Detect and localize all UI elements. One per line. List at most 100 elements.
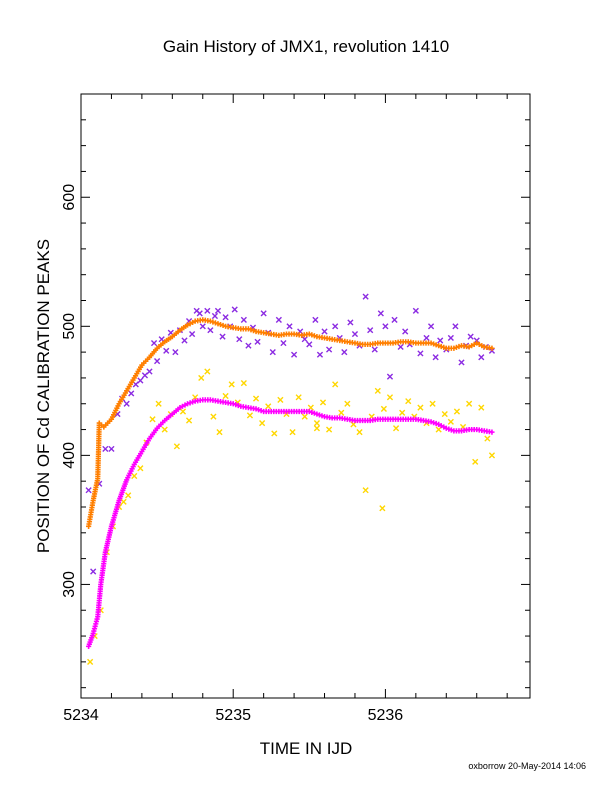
series-2-point-mark — [313, 425, 321, 432]
series-2-point-mark — [252, 395, 260, 402]
series-3-point-fill-mark — [456, 343, 462, 350]
series-3-point-fill-mark — [453, 344, 460, 350]
series-2-point-mark — [240, 379, 247, 387]
series-2-point — [120, 498, 127, 505]
series-2-point-mark — [265, 403, 272, 410]
series-4-point-fill-mark — [255, 407, 262, 413]
series-1-point-mark — [222, 314, 229, 321]
series-1-point-mark — [301, 336, 308, 343]
series-4-point-fill-mark — [258, 408, 264, 414]
series-2-point — [198, 374, 205, 382]
series-3-point-mark — [451, 345, 457, 351]
series-2-point-mark — [210, 413, 217, 420]
y-axis-label: POSITION OF Cd CALIBRATION PEAKS — [34, 239, 53, 553]
x-tick-label: 5235 — [215, 707, 251, 724]
series-1-point — [423, 334, 430, 342]
series-1-point-mark — [154, 358, 161, 365]
series-1-point-mark — [137, 377, 144, 384]
series-3-point-fill-mark — [441, 344, 447, 350]
series-1-point-mark — [367, 327, 374, 334]
series-1-point-mark — [321, 328, 328, 335]
series-2-point-mark — [259, 420, 266, 427]
series-3-point-fill — [250, 328, 257, 334]
series-1-point-mark — [211, 312, 219, 320]
series-4-point-mark — [443, 425, 449, 431]
series-1-point-mark — [108, 445, 115, 453]
series-2-point-mark — [87, 658, 94, 665]
series-2-point — [179, 408, 187, 415]
series-1-point — [382, 323, 389, 330]
series-1-point-mark — [207, 327, 214, 334]
series-1-point-mark — [386, 373, 394, 380]
series-1-point-mark — [341, 349, 348, 356]
series-2-point — [484, 435, 491, 442]
series-2-point — [161, 426, 168, 433]
series-2-point — [447, 418, 454, 425]
series-1-point-mark — [275, 316, 282, 323]
series-1-point-mark — [172, 349, 179, 356]
series-2-point-mark — [198, 374, 205, 382]
series-4-point-fill — [190, 399, 196, 405]
series-2-point-mark — [484, 435, 491, 442]
series-3-point-fill — [210, 319, 216, 325]
series-4-point-fill-mark — [433, 420, 439, 427]
series-4-point — [230, 401, 236, 407]
series-2-point-mark — [295, 394, 302, 401]
series-4-point-fill-mark — [448, 427, 454, 433]
series-1-point-mark — [245, 342, 252, 349]
series-4-point-fill — [316, 412, 323, 418]
series-2-point-mark — [125, 492, 132, 499]
series-1-point — [301, 336, 308, 343]
series-1-point — [447, 334, 454, 342]
series-2-point — [149, 416, 156, 423]
series-1-point-mark — [437, 337, 444, 344]
series-1-point — [275, 316, 282, 323]
series-3-point-fill — [311, 333, 317, 339]
series-2-point-mark — [417, 404, 424, 411]
series-1-point — [211, 312, 219, 320]
series-3-point-fill — [453, 344, 460, 350]
series-2-point — [362, 487, 369, 494]
series-1-point — [286, 323, 293, 330]
series-2-point — [228, 381, 235, 388]
series-2-point — [405, 398, 412, 405]
series-1-point — [146, 368, 153, 375]
series-1-point-mark — [478, 354, 485, 361]
series-1-point-mark — [467, 333, 474, 340]
series-2-point — [137, 465, 144, 472]
series-3-point-mark — [306, 331, 312, 337]
series-2-point-mark — [277, 396, 284, 403]
plot-area — [85, 293, 496, 665]
series-1-point-mark — [290, 351, 298, 358]
series-2-point — [289, 429, 296, 436]
series-3-point-fill — [248, 327, 254, 333]
series-1-point-mark — [382, 323, 389, 330]
series-2-point — [325, 426, 333, 433]
series-1-point — [351, 330, 359, 338]
series-1-point — [222, 314, 229, 321]
series-1-point — [245, 342, 252, 349]
series-2-point-mark — [405, 398, 412, 405]
series-3-point — [245, 326, 252, 332]
series-3-point-fill — [433, 342, 439, 348]
series-1-point-mark — [163, 347, 170, 354]
series-1-point — [377, 310, 384, 317]
series-2-point — [204, 368, 211, 375]
series-3-point-fill-mark — [212, 320, 219, 326]
series-2-point — [386, 394, 394, 401]
series-4-point-fill-mark — [446, 426, 452, 432]
series-1-point-mark — [432, 354, 439, 361]
series-1-point — [417, 350, 424, 357]
series-4-point — [253, 406, 259, 412]
series-3-point-fill — [309, 332, 315, 338]
series-1-point-mark — [458, 359, 465, 366]
series-1-point — [467, 333, 474, 340]
series-1-point — [204, 307, 211, 314]
series-1-point-mark — [417, 350, 424, 357]
y-tick-label: 600 — [61, 184, 78, 211]
series-1-point — [386, 373, 394, 380]
series-1-point-mark — [85, 487, 92, 494]
footer-credit: oxborrow 20-May-2014 14:06 — [468, 761, 586, 771]
series-3-point-fill-mark — [309, 332, 315, 338]
series-2-point-mark — [289, 429, 296, 436]
